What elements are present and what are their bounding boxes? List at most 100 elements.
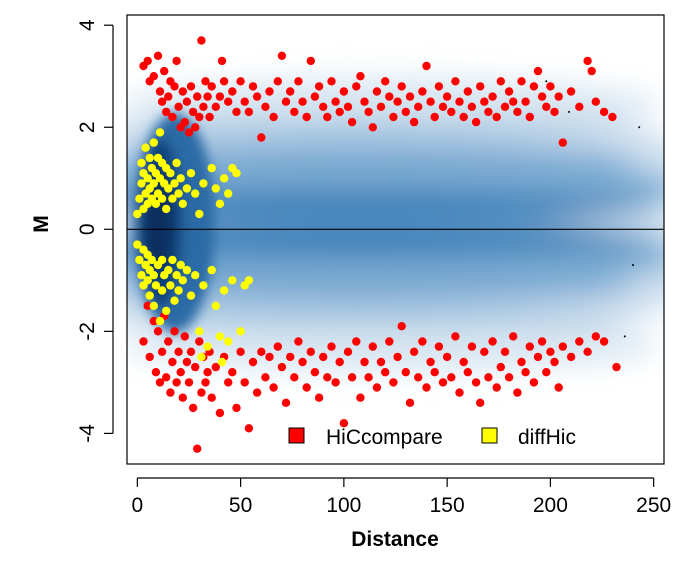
data-point — [172, 158, 181, 168]
data-point — [178, 199, 187, 208]
data-point — [157, 286, 167, 295]
data-point — [252, 92, 262, 101]
data-point — [414, 102, 423, 112]
data-point — [217, 357, 227, 367]
data-point — [201, 378, 210, 387]
data-point — [228, 276, 237, 285]
data-point — [546, 82, 555, 91]
data-point — [155, 316, 165, 326]
data-point — [199, 281, 208, 290]
data-point — [149, 72, 158, 81]
data-point — [149, 138, 158, 147]
data-point — [195, 209, 204, 219]
data-point — [261, 102, 270, 112]
data-point — [381, 368, 390, 377]
data-point — [191, 362, 200, 372]
data-point — [356, 393, 365, 402]
data-point — [224, 337, 233, 346]
data-point — [145, 291, 154, 300]
data-point — [471, 117, 481, 127]
data-point — [364, 107, 373, 117]
data-point — [455, 97, 464, 106]
data-point — [327, 77, 336, 86]
data-point — [447, 107, 456, 117]
data-point — [139, 337, 148, 346]
data-point — [554, 92, 563, 101]
data-point — [319, 102, 328, 112]
data-point — [550, 107, 559, 117]
data-point — [219, 77, 229, 86]
data-point — [217, 56, 227, 66]
data-point — [137, 179, 146, 188]
data-point — [201, 77, 210, 86]
data-point — [438, 102, 448, 112]
data-point — [160, 66, 169, 76]
y-tick-label: -2 — [76, 322, 99, 341]
data-point — [286, 352, 295, 362]
data-point — [393, 97, 402, 106]
data-point — [151, 281, 161, 290]
data-point — [199, 179, 208, 188]
data-point — [224, 378, 233, 387]
data-point — [176, 174, 185, 183]
data-point — [376, 102, 386, 112]
data-point — [166, 388, 175, 397]
data-point — [184, 128, 194, 137]
data-point — [623, 335, 626, 338]
data-point — [174, 189, 183, 198]
data-point — [575, 337, 584, 346]
data-point — [517, 77, 526, 86]
data-point — [143, 276, 152, 285]
data-point — [269, 383, 278, 392]
data-point — [211, 301, 220, 310]
data-point — [195, 337, 204, 346]
x-tick-label: 200 — [533, 494, 568, 517]
data-point — [215, 408, 225, 418]
data-point — [281, 97, 291, 106]
data-point — [145, 352, 154, 362]
data-point — [422, 383, 431, 392]
data-point — [219, 174, 229, 183]
data-point — [414, 373, 423, 382]
data-point — [224, 189, 233, 198]
data-point — [638, 126, 641, 129]
data-point — [418, 337, 427, 346]
data-point — [182, 184, 192, 193]
legend-swatch-diffhic — [481, 427, 498, 444]
data-point — [147, 255, 156, 265]
data-point — [537, 92, 547, 101]
data-point — [219, 286, 229, 295]
data-point — [137, 271, 146, 280]
data-point — [168, 112, 177, 122]
data-point — [281, 398, 291, 407]
data-point — [176, 260, 185, 270]
y-axis-title: M — [30, 215, 53, 233]
data-point — [170, 327, 179, 336]
data-point — [145, 153, 154, 163]
legend-label-diffhic: diffHic — [518, 426, 576, 449]
data-point — [137, 158, 146, 168]
data-point — [170, 82, 179, 91]
data-point — [583, 56, 592, 66]
y-tick-label: 0 — [76, 223, 99, 235]
data-point — [188, 107, 198, 117]
data-point — [244, 424, 254, 433]
data-point — [248, 82, 258, 91]
data-point — [135, 255, 144, 265]
data-point — [178, 393, 187, 402]
data-point — [533, 352, 543, 362]
data-point — [323, 373, 332, 382]
data-point — [467, 342, 477, 351]
data-point — [455, 388, 464, 397]
legend-swatch-hiccompare — [288, 427, 305, 444]
data-point — [430, 368, 439, 377]
data-point — [401, 368, 410, 377]
data-point — [480, 97, 489, 106]
data-point — [372, 87, 382, 96]
data-point — [269, 112, 278, 122]
data-point — [488, 337, 497, 346]
data-point — [277, 362, 287, 372]
data-point — [180, 117, 189, 127]
data-point — [426, 357, 435, 367]
data-point — [599, 337, 609, 346]
